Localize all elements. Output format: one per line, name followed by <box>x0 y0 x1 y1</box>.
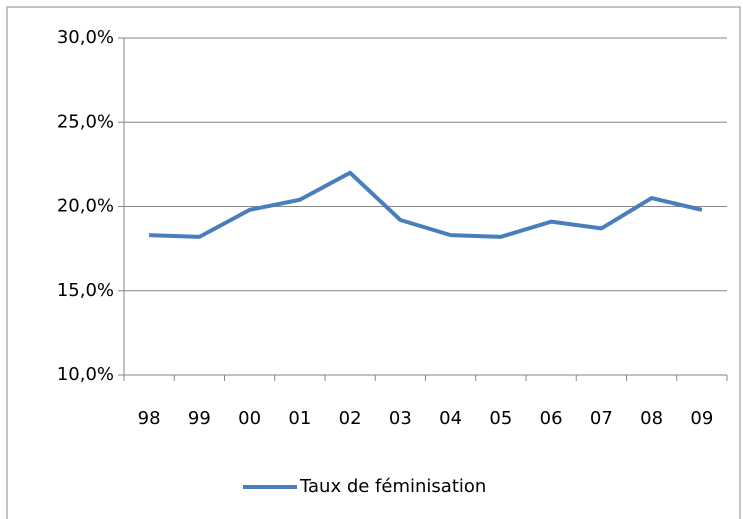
x-tick-label: 09 <box>690 408 713 429</box>
y-tick-label: 30,0% <box>57 27 114 48</box>
chart-frame <box>6 6 741 519</box>
series-line <box>149 170 703 239</box>
y-tick-label: 15,0% <box>57 280 114 301</box>
y-tick-label: 25,0% <box>57 111 114 132</box>
y-tick-label: 20,0% <box>57 196 114 217</box>
x-tick-label: 05 <box>489 408 512 429</box>
x-tick-label: 07 <box>590 408 613 429</box>
x-tick-label: 02 <box>339 408 362 429</box>
x-tick-label: 01 <box>288 408 311 429</box>
x-tick-label: 04 <box>439 408 462 429</box>
x-tick-label: 00 <box>238 408 261 429</box>
x-tick-label: 03 <box>389 408 412 429</box>
legend-label: Taux de féminisation <box>299 476 486 497</box>
x-tick-label: 98 <box>138 408 161 429</box>
x-tick-label: 08 <box>640 408 663 429</box>
x-tick-label: 99 <box>188 408 211 429</box>
y-tick-label: 10,0% <box>57 364 114 385</box>
x-tick-label: 06 <box>540 408 563 429</box>
